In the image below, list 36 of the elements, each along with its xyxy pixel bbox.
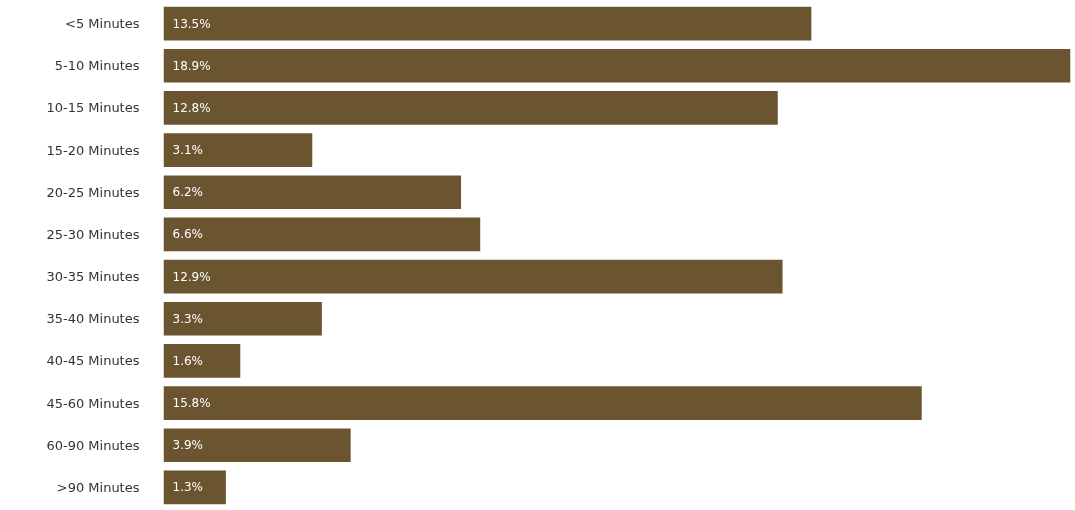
data-label: 13.5%	[172, 16, 211, 31]
bar	[163, 175, 462, 210]
data-label: 15.8%	[172, 396, 211, 411]
y-tick-label: 10-15 Minutes	[46, 100, 140, 116]
y-tick-label: 15-20 Minutes	[46, 142, 140, 158]
bar	[163, 428, 351, 463]
data-label: 1.3%	[172, 480, 203, 495]
data-label: 1.6%	[172, 353, 203, 368]
bar	[163, 133, 313, 167]
bar	[163, 217, 481, 252]
data-label: 18.9%	[172, 58, 211, 73]
y-tick-label: >90 Minutes	[56, 479, 140, 495]
bar	[163, 6, 812, 41]
y-tick-label: 5-10 Minutes	[54, 58, 140, 74]
y-tick-label: 40-45 Minutes	[46, 353, 140, 369]
data-label: 6.2%	[172, 185, 203, 200]
y-tick-label: 20-25 Minutes	[46, 184, 140, 200]
data-label: 12.8%	[172, 100, 211, 115]
bar	[163, 48, 1071, 83]
data-label: 3.1%	[172, 143, 203, 158]
bar	[163, 386, 922, 420]
data-label: 3.9%	[172, 438, 203, 453]
bar	[163, 259, 783, 294]
y-tick-label: 30-35 Minutes	[46, 269, 140, 285]
y-tick-label: <5 Minutes	[65, 16, 140, 32]
data-label: 3.3%	[172, 311, 203, 326]
y-tick-label: 45-60 Minutes	[46, 395, 140, 411]
y-tick-label: 35-40 Minutes	[46, 311, 140, 327]
y-tick-label: 60-90 Minutes	[46, 437, 140, 453]
data-label: 6.6%	[172, 227, 203, 242]
bar	[163, 91, 778, 125]
data-label: 12.9%	[172, 269, 211, 284]
bar	[163, 470, 226, 505]
bar	[163, 344, 241, 378]
bar	[163, 301, 322, 336]
y-tick-label: 25-30 Minutes	[46, 226, 140, 242]
